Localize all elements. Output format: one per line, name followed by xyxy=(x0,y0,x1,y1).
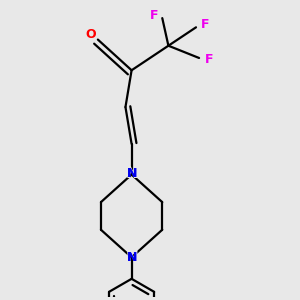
Text: N: N xyxy=(126,167,137,179)
Text: F: F xyxy=(201,18,209,31)
Text: N: N xyxy=(125,166,138,181)
Text: N: N xyxy=(125,250,138,265)
Text: N: N xyxy=(126,251,137,264)
Text: F: F xyxy=(149,8,158,22)
Text: N: N xyxy=(126,167,137,179)
Text: N: N xyxy=(126,251,137,264)
Text: F: F xyxy=(205,53,213,66)
Text: O: O xyxy=(85,28,95,41)
